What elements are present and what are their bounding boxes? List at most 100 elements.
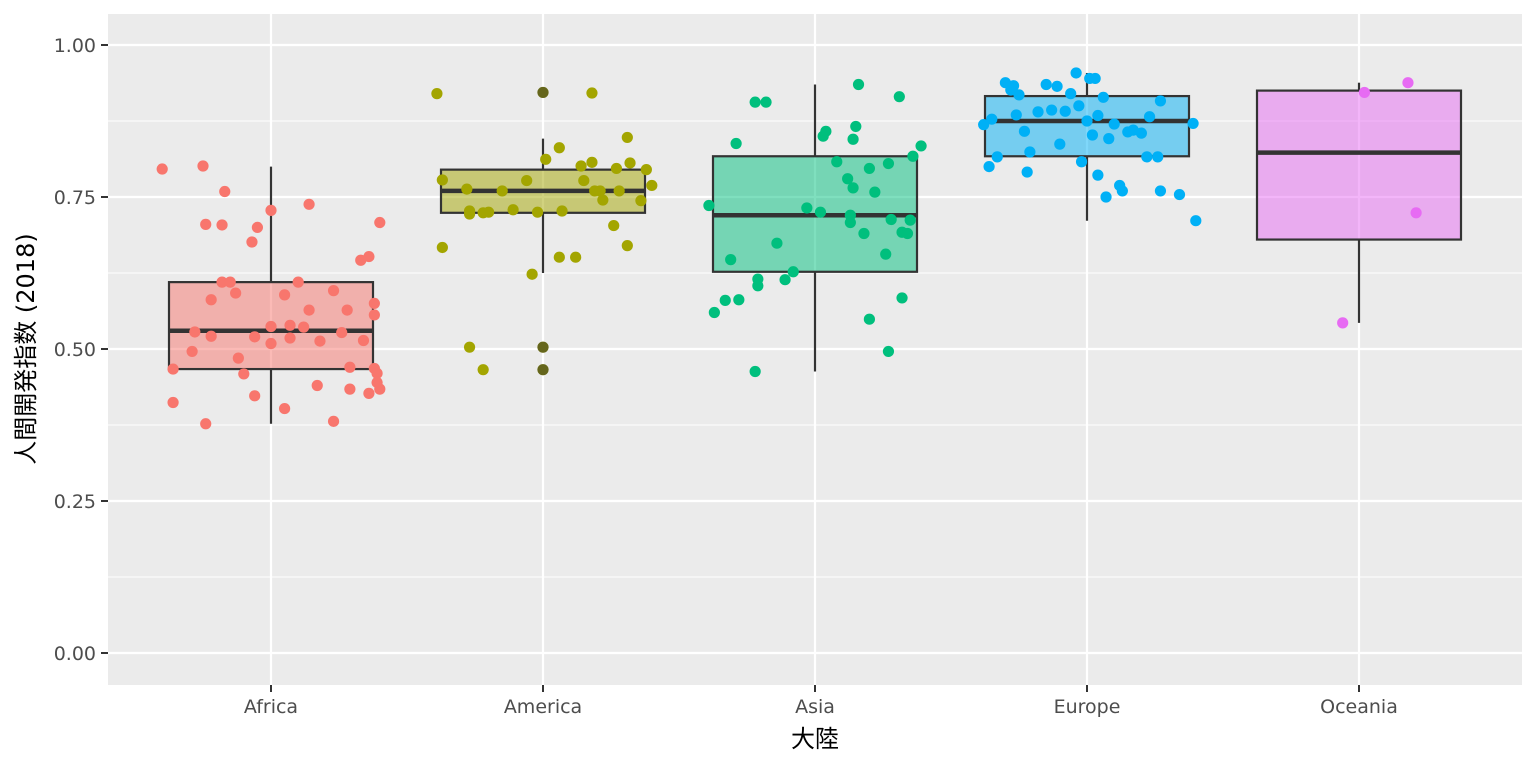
point-america xyxy=(621,131,633,144)
point-america xyxy=(540,153,552,165)
point-africa xyxy=(265,204,277,216)
point-africa xyxy=(374,216,386,229)
point-america xyxy=(597,194,609,206)
point-europe xyxy=(1100,191,1112,203)
point-africa xyxy=(368,309,380,321)
point-africa xyxy=(279,402,291,415)
point-america xyxy=(477,364,489,376)
point-europe xyxy=(1070,67,1082,79)
point-africa xyxy=(284,319,296,331)
point-africa xyxy=(363,250,375,263)
point-europe xyxy=(1075,156,1088,168)
point-africa xyxy=(189,326,201,338)
point-europe xyxy=(986,113,998,125)
point-america xyxy=(624,157,636,169)
point-europe xyxy=(1086,129,1099,141)
point-africa xyxy=(216,276,228,288)
point-asia xyxy=(725,254,737,266)
point-africa xyxy=(303,304,315,316)
point-asia xyxy=(749,96,761,108)
y-tick-label: 0.50 xyxy=(54,339,96,361)
point-europe xyxy=(1103,133,1115,145)
point-africa xyxy=(197,160,209,172)
point-oceania xyxy=(1402,77,1414,89)
x-tick-label-europe: Europe xyxy=(1054,696,1121,718)
point-asia xyxy=(730,137,742,150)
point-africa xyxy=(238,368,250,380)
point-asia xyxy=(858,227,870,240)
point-africa xyxy=(249,390,261,402)
point-america xyxy=(553,251,565,263)
outliers xyxy=(537,86,549,376)
y-tick-label: 0.25 xyxy=(54,491,96,513)
point-asia xyxy=(814,206,827,218)
point-europe xyxy=(1154,185,1167,197)
point-africa xyxy=(230,287,242,299)
point-europe xyxy=(1059,105,1071,117)
point-europe xyxy=(1032,106,1044,118)
point-africa xyxy=(200,218,212,230)
point-europe xyxy=(1092,169,1104,181)
point-oceania xyxy=(1358,86,1371,99)
point-europe xyxy=(1010,109,1022,121)
point-america xyxy=(553,142,565,154)
point-america xyxy=(578,174,590,187)
point-africa xyxy=(336,326,348,339)
x-tick-label-asia: Asia xyxy=(795,696,835,718)
point-europe xyxy=(1073,100,1085,112)
point-africa xyxy=(167,396,179,409)
point-europe xyxy=(1021,166,1033,178)
point-africa xyxy=(224,276,236,288)
x-tick-label-oceania: Oceania xyxy=(1320,696,1398,718)
point-asia xyxy=(882,157,895,170)
point-europe xyxy=(1143,111,1156,123)
point-europe xyxy=(1173,188,1186,201)
point-asia xyxy=(847,182,859,194)
point-america xyxy=(586,87,598,99)
point-africa xyxy=(205,294,217,306)
point-europe xyxy=(1081,115,1093,127)
point-europe xyxy=(1141,151,1153,163)
point-europe xyxy=(1097,91,1109,103)
point-america xyxy=(483,206,495,218)
point-america xyxy=(608,219,620,232)
point-europe xyxy=(1135,127,1147,139)
point-asia xyxy=(787,266,799,278)
y-tick-label: 1.00 xyxy=(54,35,96,57)
point-africa xyxy=(167,363,179,375)
point-asia xyxy=(779,274,791,286)
point-asia xyxy=(907,150,919,162)
point-europe xyxy=(1190,215,1202,227)
point-america xyxy=(613,185,625,197)
point-europe xyxy=(1054,138,1066,150)
point-oceania xyxy=(1410,207,1422,219)
point-africa xyxy=(205,330,217,342)
point-america xyxy=(526,268,538,280)
point-africa xyxy=(371,367,383,379)
point-europe xyxy=(1013,89,1025,101)
point-asia xyxy=(703,199,715,212)
point-america xyxy=(610,162,623,175)
point-asia xyxy=(863,313,876,325)
point-africa xyxy=(265,337,277,350)
point-asia xyxy=(904,214,916,226)
box-oceania xyxy=(1255,89,1463,241)
point-europe xyxy=(991,151,1003,163)
point-africa xyxy=(156,163,168,175)
point-america xyxy=(556,205,568,217)
point-asia xyxy=(869,186,881,198)
point-europe xyxy=(1116,185,1128,197)
point-america xyxy=(463,205,476,217)
point-america xyxy=(507,204,519,216)
point-america xyxy=(575,160,587,172)
point-europe xyxy=(1152,151,1164,163)
point-america xyxy=(646,179,658,192)
point-africa xyxy=(246,236,258,248)
point-europe xyxy=(1051,80,1063,92)
point-europe xyxy=(1065,88,1077,100)
point-asia xyxy=(863,162,876,175)
point-africa xyxy=(311,379,323,392)
point-america xyxy=(635,195,647,207)
y-axis: 0.00 0.25 0.50 0.75 1.00 xyxy=(54,35,108,665)
